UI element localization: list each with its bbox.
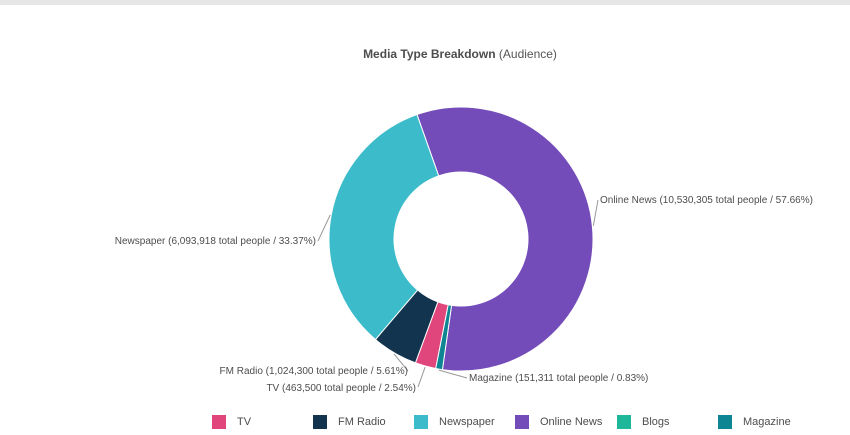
leader-line-newspaper (317, 214, 331, 242)
top-strip (0, 0, 850, 5)
legend-label-newspaper: Newspaper (439, 416, 495, 428)
legend-item-fm-radio[interactable]: FM Radio (313, 413, 386, 431)
legend-swatch-fm-radio (313, 415, 327, 429)
legend-label-magazine: Magazine (743, 416, 791, 428)
data-label-online-news: Online News (10,530,305 total people / 5… (600, 195, 813, 206)
slice-labels: TV (463,500 total people / 2.54%) FM Radi… (115, 195, 813, 394)
leader-line-tv (417, 366, 426, 388)
donut-slices (328, 106, 594, 372)
leader-line-magazine (438, 369, 468, 379)
leader-line-online-news (592, 199, 599, 226)
legend-label-tv: TV (237, 416, 252, 428)
data-label-newspaper: Newspaper (6,093,918 total people / 33.3… (115, 236, 316, 247)
leader-line-fm-radio (393, 353, 409, 372)
data-label-tv: TV (463,500 total people / 2.54%) (266, 383, 416, 394)
legend-label-blogs: Blogs (642, 416, 670, 428)
legend-swatch-newspaper (414, 415, 428, 429)
legend-item-newspaper[interactable]: Newspaper (414, 413, 495, 431)
chart-legend: TV FM Radio Newspaper Online News Blogs Magaz… (0, 413, 850, 433)
legend-swatch-blogs (617, 415, 631, 429)
legend-item-online-news[interactable]: Online News (515, 413, 602, 431)
chart-title: Media Type Breakdown (Audience) (0, 47, 850, 61)
data-label-magazine: Magazine (151,311 total people / 0.83%) (469, 373, 648, 384)
chart-subtitle: (Audience) (498, 47, 557, 61)
legend-item-blogs[interactable]: Blogs (617, 413, 670, 431)
legend-swatch-tv (212, 415, 226, 429)
slice-newspaper[interactable] (328, 113, 440, 341)
legend-item-tv[interactable]: TV (212, 413, 251, 431)
data-label-fm-radio: FM Radio (1,024,300 total people / 5.61%… (220, 366, 408, 377)
legend-label-fm-radio: FM Radio (338, 416, 386, 428)
legend-swatch-online-news (515, 415, 529, 429)
legend-swatch-magazine (718, 415, 732, 429)
legend-item-magazine[interactable]: Magazine (718, 413, 791, 431)
slice-online-news[interactable] (416, 106, 594, 372)
chart-title-main: Media Type Breakdown (363, 47, 496, 61)
legend-label-online-news: Online News (540, 416, 603, 428)
